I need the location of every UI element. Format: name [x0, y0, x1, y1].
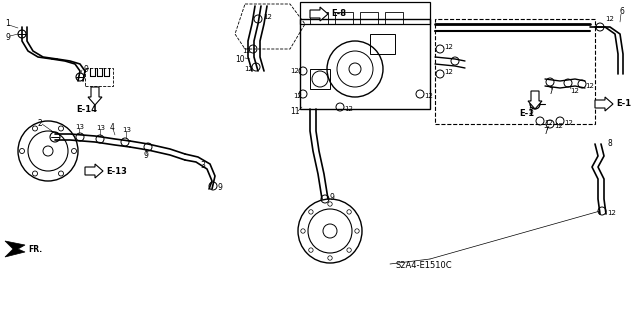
- Text: 12: 12: [444, 69, 453, 75]
- Polygon shape: [310, 7, 328, 21]
- Text: 12: 12: [544, 120, 553, 126]
- Text: E-13: E-13: [106, 167, 127, 175]
- Text: 9: 9: [5, 33, 10, 41]
- Text: 12: 12: [564, 120, 573, 126]
- Text: S2A4-E1510C: S2A4-E1510C: [395, 262, 452, 271]
- Bar: [85, 68, 113, 86]
- Text: 6: 6: [620, 8, 625, 17]
- Text: 12: 12: [444, 44, 453, 50]
- Text: 13: 13: [75, 124, 84, 130]
- Bar: [360, 12, 378, 24]
- Text: E-14: E-14: [77, 105, 97, 114]
- Polygon shape: [88, 87, 102, 105]
- Text: 12: 12: [293, 93, 302, 99]
- Text: 10: 10: [235, 55, 244, 63]
- Text: FR.: FR.: [28, 244, 42, 254]
- Text: 11: 11: [290, 108, 300, 116]
- Text: 5: 5: [528, 107, 533, 115]
- Bar: [300, 2, 430, 24]
- Text: 9: 9: [329, 192, 334, 202]
- Text: 9: 9: [217, 183, 222, 192]
- Text: 8: 8: [608, 139, 612, 149]
- Text: 12: 12: [344, 106, 353, 112]
- Bar: [370, 34, 395, 54]
- Text: 9: 9: [83, 64, 88, 73]
- Text: 12: 12: [244, 66, 253, 72]
- Text: 12: 12: [585, 83, 594, 89]
- Text: 12: 12: [424, 93, 433, 99]
- Text: 1: 1: [5, 19, 10, 28]
- Text: 7: 7: [548, 86, 553, 95]
- Bar: [385, 12, 403, 24]
- Bar: [435, 19, 595, 124]
- Text: 13: 13: [96, 125, 105, 131]
- Bar: [335, 12, 353, 24]
- Text: E-1: E-1: [616, 100, 631, 108]
- Bar: [300, 19, 430, 109]
- Text: 12: 12: [242, 48, 251, 54]
- Text: 12: 12: [605, 16, 614, 22]
- Bar: [310, 69, 330, 89]
- Text: E-8: E-8: [331, 10, 346, 19]
- Text: 12: 12: [570, 88, 579, 94]
- Text: 13: 13: [122, 127, 131, 133]
- Text: 12: 12: [290, 68, 299, 74]
- Polygon shape: [528, 91, 542, 109]
- Text: 9: 9: [143, 152, 148, 160]
- Text: 4: 4: [110, 123, 115, 132]
- Polygon shape: [5, 241, 25, 257]
- Text: 12: 12: [607, 210, 616, 216]
- Text: E-1: E-1: [520, 108, 534, 117]
- Text: 7: 7: [543, 128, 548, 137]
- Text: 2: 2: [38, 118, 43, 128]
- Bar: [310, 12, 328, 24]
- Text: 12: 12: [263, 14, 272, 20]
- Polygon shape: [595, 97, 613, 111]
- Text: 12: 12: [554, 123, 563, 129]
- Polygon shape: [85, 164, 103, 178]
- Text: 3: 3: [200, 161, 205, 170]
